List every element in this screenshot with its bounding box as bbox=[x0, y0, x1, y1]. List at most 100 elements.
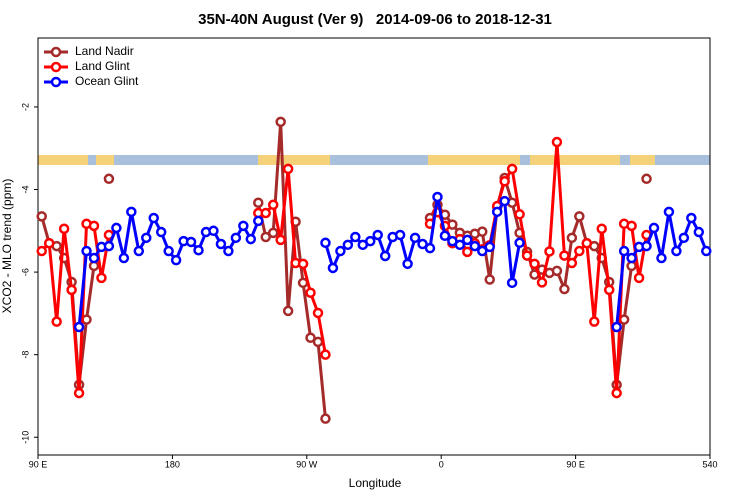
data-point bbox=[103, 240, 115, 252]
data-point bbox=[432, 191, 443, 203]
data-point bbox=[320, 413, 331, 424]
data-point bbox=[611, 387, 622, 399]
x-tick-label: 90 W bbox=[296, 459, 318, 469]
y-tick-label: -6 bbox=[20, 268, 30, 276]
data-point bbox=[678, 232, 690, 244]
y-tick-label: -4 bbox=[20, 186, 30, 194]
data-point bbox=[282, 305, 294, 317]
data-point bbox=[641, 173, 652, 185]
legend-label: Land Glint bbox=[75, 59, 130, 73]
data-point bbox=[163, 245, 174, 257]
data-point bbox=[185, 236, 197, 248]
x-tick-label: 90 E bbox=[566, 459, 585, 469]
y-tick-label: -8 bbox=[20, 351, 30, 359]
legend-label: Land Nadir bbox=[75, 44, 134, 58]
y-tick-label: -2 bbox=[20, 103, 30, 111]
legend-marker bbox=[50, 76, 62, 88]
map-strip bbox=[38, 155, 710, 165]
data-point bbox=[118, 252, 130, 264]
data-point bbox=[320, 349, 331, 360]
legend-marker bbox=[50, 61, 62, 73]
data-point bbox=[58, 223, 70, 234]
data-point bbox=[335, 245, 346, 257]
data-point bbox=[589, 316, 600, 327]
data-point bbox=[88, 252, 100, 264]
data-point bbox=[514, 237, 525, 249]
data-point bbox=[305, 287, 316, 298]
data-point bbox=[417, 238, 428, 250]
data-point bbox=[477, 226, 488, 237]
data-point bbox=[424, 242, 436, 254]
data-point bbox=[514, 209, 525, 220]
data-point bbox=[559, 283, 570, 295]
data-point bbox=[320, 237, 331, 249]
data-point bbox=[574, 245, 585, 257]
y-axis-label: XCO2 - MLO trend (ppm) bbox=[0, 179, 14, 314]
data-point bbox=[641, 240, 652, 252]
data-point bbox=[581, 237, 593, 249]
legend-marker bbox=[50, 46, 62, 58]
data-point bbox=[663, 206, 675, 218]
data-point bbox=[282, 163, 294, 175]
data-point bbox=[499, 176, 510, 187]
data-point bbox=[170, 254, 182, 266]
data-point bbox=[267, 199, 279, 211]
data-point bbox=[656, 252, 667, 264]
data-point bbox=[297, 258, 309, 270]
data-point bbox=[267, 227, 279, 239]
y-tick-label: -10 bbox=[20, 431, 30, 444]
data-point bbox=[671, 245, 682, 257]
data-point bbox=[462, 246, 473, 258]
data-point bbox=[506, 277, 518, 289]
data-point bbox=[350, 231, 361, 243]
data-point bbox=[454, 239, 466, 251]
data-point bbox=[73, 387, 85, 399]
data-point bbox=[693, 226, 705, 238]
data-point bbox=[275, 234, 286, 246]
data-point bbox=[551, 265, 563, 277]
data-point bbox=[305, 332, 316, 343]
x-tick-label: 90 E bbox=[29, 459, 48, 469]
data-point bbox=[648, 222, 660, 234]
x-axis-label: Longitude bbox=[349, 476, 402, 490]
data-point bbox=[126, 206, 137, 218]
legend-label: Ocean Glint bbox=[75, 74, 139, 88]
data-point bbox=[133, 245, 145, 257]
data-point bbox=[66, 284, 77, 296]
data-point bbox=[208, 225, 219, 237]
data-point bbox=[477, 245, 488, 257]
data-point bbox=[462, 234, 473, 246]
data-point bbox=[365, 235, 376, 247]
data-point bbox=[626, 252, 637, 264]
data-point bbox=[439, 230, 451, 242]
data-point bbox=[155, 226, 167, 238]
data-point bbox=[223, 245, 234, 257]
data-point bbox=[566, 257, 578, 269]
data-point bbox=[148, 212, 159, 224]
data-point bbox=[260, 207, 271, 219]
data-point bbox=[111, 222, 122, 234]
data-point bbox=[596, 223, 607, 234]
data-point bbox=[574, 211, 585, 222]
data-point bbox=[491, 206, 503, 218]
data-point bbox=[701, 245, 712, 257]
data-point bbox=[506, 163, 518, 175]
data-point bbox=[551, 136, 563, 148]
data-point bbox=[260, 231, 271, 243]
data-point bbox=[103, 173, 115, 185]
data-point bbox=[603, 284, 615, 296]
data-point bbox=[141, 232, 152, 244]
data-point bbox=[245, 233, 257, 245]
data-point bbox=[36, 245, 47, 257]
data-point bbox=[312, 336, 324, 348]
data-point bbox=[88, 220, 100, 232]
data-point bbox=[43, 237, 55, 249]
data-point bbox=[544, 246, 555, 257]
x-tick-label: 0 bbox=[439, 459, 444, 469]
data-point bbox=[36, 211, 47, 222]
data-point bbox=[484, 274, 495, 285]
data-point bbox=[536, 277, 548, 288]
data-point bbox=[529, 258, 540, 270]
data-point bbox=[521, 250, 533, 261]
